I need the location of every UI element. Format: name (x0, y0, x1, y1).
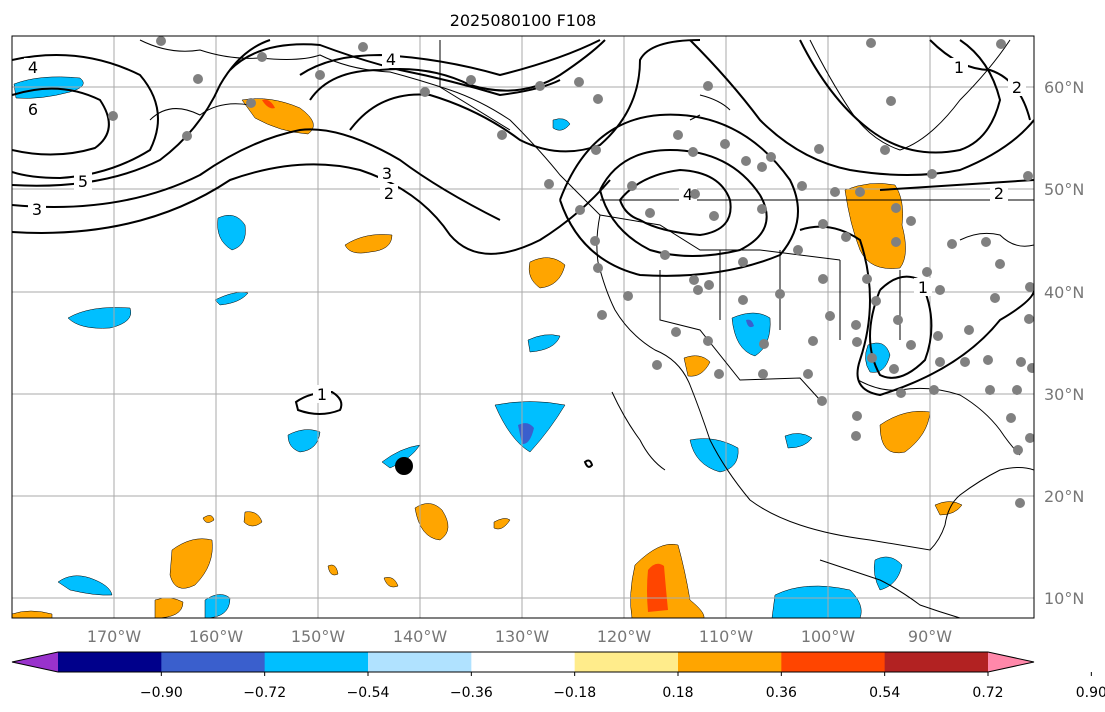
lat-label: 40°N (1044, 283, 1084, 302)
lat-label: 60°N (1044, 78, 1084, 97)
map-title: 2025080100 F108 (450, 11, 597, 30)
colorbar-labels: −0.90 −0.72 −0.54 −0.36 −0.18 0.18 0.36 0.54 0.7… (140, 685, 1105, 701)
lon-label: 110°W (699, 627, 754, 646)
map-frame (11, 35, 1035, 619)
lat-label: 20°N (1044, 487, 1084, 506)
colorbar-segment (574, 652, 679, 672)
lat-label: 10°N (1044, 589, 1084, 608)
contour-label: 1 (317, 385, 327, 404)
contour-label: 5 (78, 172, 88, 191)
lon-label: 150°W (291, 627, 346, 646)
isobar-contours (12, 39, 1034, 468)
lon-label: 130°W (495, 627, 550, 646)
contour-label: 4 (683, 185, 693, 204)
colorbar-segment (264, 652, 369, 672)
map-area: 4 6 5 3 4 3 2 1 4 2 1 2 1 (12, 36, 1034, 618)
colorbar-tick-label: −0.18 (553, 685, 596, 701)
contour-label: 4 (28, 58, 38, 77)
colorbar-tick-label: 0.18 (662, 685, 693, 701)
colorbar-tick-label: −0.90 (140, 685, 183, 701)
contour-label: 1 (954, 58, 964, 77)
colorbar-segment (884, 652, 989, 672)
lon-label: 90°W (908, 627, 952, 646)
contour-label: 2 (994, 184, 1004, 203)
colorbar-segment (58, 652, 162, 672)
contour-label: 3 (382, 164, 392, 183)
lat-label: 30°N (1044, 385, 1084, 404)
colorbar-extend-low (12, 652, 58, 672)
colorbar-tick-label: 0.36 (766, 685, 797, 701)
contour-label: 2 (1012, 78, 1022, 97)
storm-center-dot (395, 457, 413, 475)
contour-label: 4 (386, 50, 396, 69)
colorbar-tick-label: 0.72 (972, 685, 1003, 701)
colorbar-segment (678, 652, 782, 672)
colorbar-segment (161, 652, 266, 672)
lon-label: 120°W (597, 627, 652, 646)
graticule (12, 36, 1034, 618)
lon-label: 160°W (189, 627, 244, 646)
colorbar-tick-label: −0.54 (347, 685, 390, 701)
contour-label: 1 (918, 278, 928, 297)
colorbar-segment (368, 652, 472, 672)
lat-label: 50°N (1044, 180, 1084, 199)
contour-label: 2 (384, 184, 394, 203)
lon-label: 100°W (801, 627, 856, 646)
positive-anomaly-fills (12, 98, 963, 618)
contour-labels: 4 6 5 3 4 3 2 1 4 2 1 2 1 (24, 50, 1026, 404)
colorbar-tick-label: 0.90 (1076, 685, 1105, 701)
lon-label: 170°W (87, 627, 142, 646)
colorbar-extend-high (988, 652, 1034, 672)
colorbar-tick-label: −0.72 (243, 685, 286, 701)
lon-label: 140°W (393, 627, 448, 646)
colorbar (11, 651, 1092, 676)
colorbar-tick-label: −0.36 (450, 685, 493, 701)
colorbar-segment (471, 652, 576, 672)
strong-positive-core (262, 99, 668, 612)
latitude-labels: 60°N 50°N 40°N 30°N 20°N 10°N (1044, 78, 1084, 608)
longitude-labels: 170°W 160°W 150°W 140°W 130°W 120°W 110°… (87, 627, 952, 646)
colorbar-outline (11, 651, 1035, 673)
colorbar-tick-label: 0.54 (869, 685, 900, 701)
contour-label: 3 (32, 200, 42, 219)
colorbar-segment (781, 652, 886, 672)
station-dots (108, 36, 1034, 508)
contour-label: 6 (28, 100, 38, 119)
